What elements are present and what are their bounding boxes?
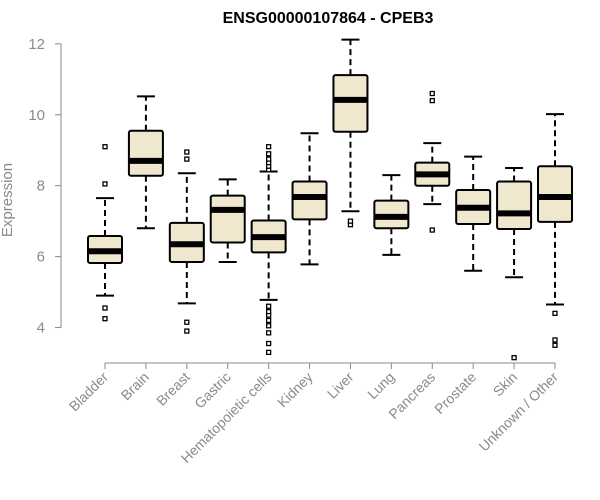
iqr-box [291,180,328,221]
outlier-point [552,310,558,317]
y-tick-label: 4 [37,320,45,337]
outlier-point [265,349,272,356]
box-brain [127,95,164,230]
y-tick-label: 8 [37,178,45,195]
outlier-point [102,181,108,187]
outlier-point [552,337,558,343]
outlier-point [429,227,435,233]
box-kidney [291,132,328,266]
outlier-point [552,342,558,348]
iqr-box [127,129,164,177]
outlier-point [265,317,272,324]
outlier-point [265,144,272,150]
outlier-point [265,340,272,347]
outlier-point [429,90,435,97]
outlier-point [102,144,108,150]
box-pancreas [414,90,451,233]
y-axis-label: Expression [0,163,16,237]
outlier-point [429,97,435,104]
outlier-point [184,328,190,334]
outlier-point [347,218,354,224]
y-tick-label: 12 [28,36,45,53]
y-tick-label: 10 [28,107,45,124]
iqr-box [496,180,533,230]
outlier-point [265,323,272,329]
outlier-point [102,316,108,322]
outlier-point [265,330,272,336]
x-tick-label: Breast [153,369,193,409]
box-gastric [209,178,246,263]
y-tick-label: 6 [37,249,45,266]
outlier-point [265,303,272,309]
outlier-point [265,308,272,315]
x-tick-label: Lung [364,369,397,402]
outlier-point [184,149,190,155]
iqr-box [332,74,369,133]
x-tick-label: Bladder [66,369,112,415]
outlier-point [265,151,272,157]
x-tick-label: Brain [118,369,152,403]
box-breast [168,149,205,334]
outlier-point [265,156,272,162]
x-tick-label: Skin [490,369,521,400]
box-hematopoietic-cells [250,144,287,356]
y-axis: 4 6 8 10 12 [28,36,62,337]
box-unknown-other [537,113,573,348]
box-skin [496,166,533,361]
x-tick-label: Kidney [274,369,316,411]
box-lung [373,174,410,256]
x-tick-label: Liver [324,369,357,402]
outlier-point [511,355,517,361]
box-bladder [87,144,123,322]
outlier-point [102,305,108,311]
box-liver [332,38,369,228]
box-prostate [455,155,492,272]
x-tick-label: Prostate [431,369,479,417]
iqr-box [537,165,573,223]
iqr-box [209,194,246,244]
outlier-point [184,319,190,325]
chart-title: ENSG00000107864 - CPEB3 [223,10,434,27]
box-series [87,38,573,361]
outlier-point [184,156,190,162]
